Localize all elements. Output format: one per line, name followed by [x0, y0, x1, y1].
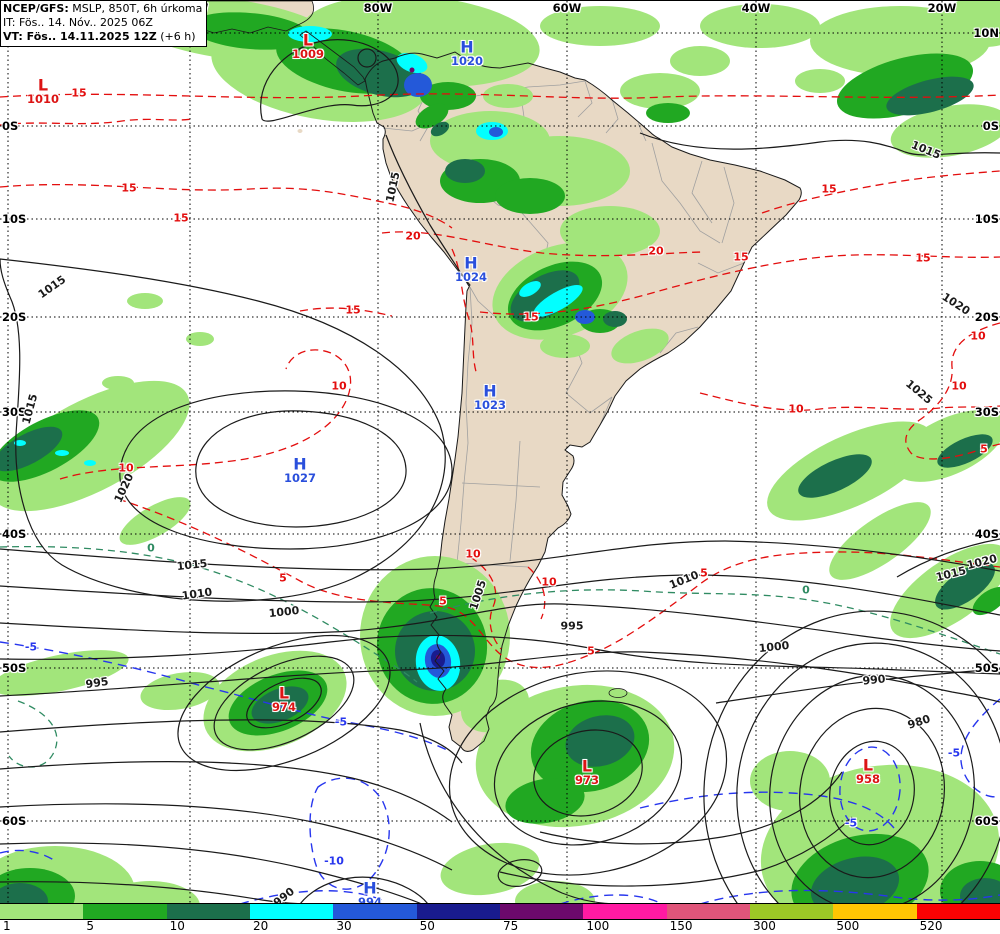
- colorbar-cell: [916, 904, 1000, 919]
- colorbar-cell: [499, 904, 584, 919]
- colorbar-value: 150: [669, 919, 693, 933]
- colorbar-cell: [249, 904, 334, 919]
- product-text: MSLP, 850T, 6h úrkoma: [68, 2, 203, 15]
- map-area: 100W80W60W40W20W0S10S20S30S40S50S60S10N0…: [0, 0, 1000, 909]
- product-label: NCEP/GFS:: [3, 2, 69, 15]
- colorbar-cell: [166, 904, 250, 919]
- colorbar-value: 300: [753, 919, 776, 933]
- colorbar-value: 30: [336, 919, 352, 933]
- colorbar-value: 50: [419, 919, 435, 933]
- colorbar-value: 20: [253, 919, 269, 933]
- precipitation-shading: [0, 1, 1000, 904]
- valid-time: Fös.. 14.11.2025 12Z: [26, 30, 157, 43]
- colorbar-value: 10: [169, 919, 185, 933]
- init-time-line: IT: Fös.. 14. Nóv.. 2025 06Z: [3, 16, 153, 29]
- colorbar-value: 1: [3, 919, 11, 933]
- map-canvas: [0, 1, 1000, 904]
- colorbar-cell: [583, 904, 667, 919]
- colorbar-value: 75: [503, 919, 519, 933]
- graticule: [0, 1, 1000, 904]
- valid-label: VT:: [3, 30, 27, 43]
- precipitation-colorbar: 1 5 10 20 30 50 75 100 150 300 500 520: [0, 903, 1000, 934]
- temp-red-contours: [0, 93, 1000, 669]
- colorbar-cell: [0, 904, 84, 919]
- colorbar-cell: [833, 904, 917, 919]
- temp-zero-contours: [0, 545, 1000, 768]
- colorbar-cell: [666, 904, 750, 919]
- colorbar-labels: 1 5 10 20 30 50 75 100 150 300 500 520: [0, 919, 1000, 934]
- colorbar-cell: [83, 904, 167, 919]
- colorbar-cell: [416, 904, 500, 919]
- valid-time-line: VT: Fös.. 14.11.2025 12Z (+6 h): [3, 30, 202, 44]
- title-legend-box: NCEP/GFS: MSLP, 850T, 6h úrkoma IT: Fös.…: [0, 0, 208, 47]
- colorbar-cell: [749, 904, 834, 919]
- colorbar-value: 520: [919, 919, 943, 933]
- valid-offset: (+6 h): [156, 30, 196, 43]
- colorbar-cell: [333, 904, 417, 919]
- product-line: NCEP/GFS: MSLP, 850T, 6h úrkoma: [3, 2, 202, 16]
- colorbar-value: 500: [836, 919, 860, 933]
- colorbar-value: 100: [586, 919, 610, 933]
- isobar-contours: [0, 39, 1000, 904]
- colorbar-cells: [0, 903, 1000, 920]
- colorbar-value: 5: [86, 919, 94, 933]
